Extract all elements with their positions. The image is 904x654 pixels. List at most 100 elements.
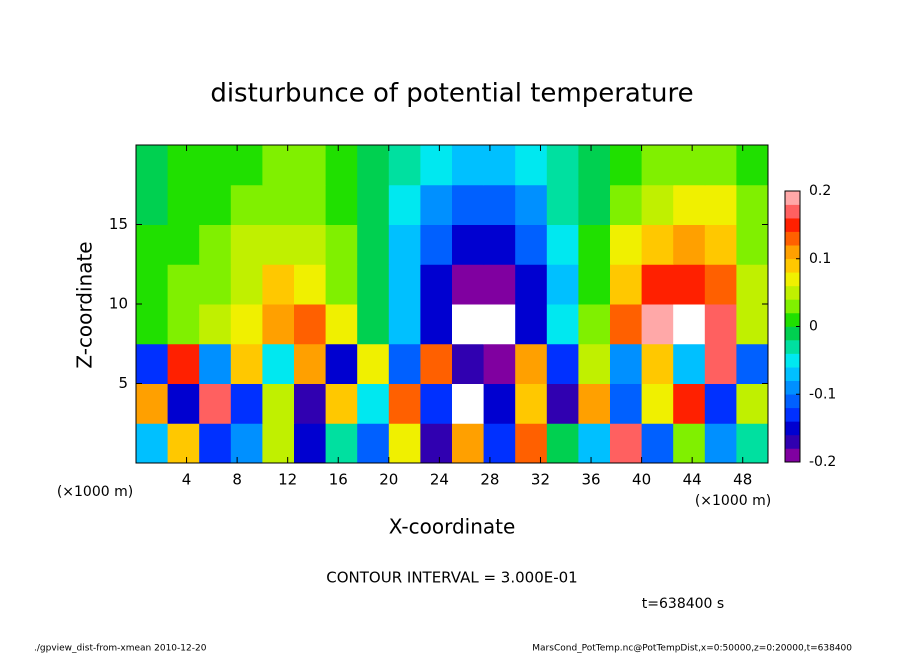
x-tick-label: 12 <box>278 471 297 489</box>
y-tick-label: 15 <box>109 215 128 233</box>
heat-cell <box>610 343 643 384</box>
heat-cell <box>578 184 611 225</box>
heat-cell <box>420 423 453 464</box>
heat-cell <box>483 423 516 464</box>
heat-cell <box>515 224 548 265</box>
heat-cell <box>452 264 485 305</box>
x-tick-label: 32 <box>531 471 550 489</box>
heat-cell <box>483 383 516 424</box>
heat-cell <box>294 224 327 265</box>
x-tick-label: 28 <box>480 471 499 489</box>
heat-cell <box>136 264 169 305</box>
heat-cell <box>452 184 485 225</box>
heat-cell <box>294 304 327 345</box>
heat-cell <box>325 383 358 424</box>
heat-cell <box>452 145 485 186</box>
heat-cell <box>452 383 485 424</box>
heat-cell <box>325 224 358 265</box>
heat-cell <box>388 264 421 305</box>
heat-cell <box>452 343 485 384</box>
x-tick-label: 20 <box>379 471 398 489</box>
heat-cell <box>483 264 516 305</box>
heat-cell <box>357 184 390 225</box>
y-tick-label: 10 <box>109 295 128 313</box>
heat-cell <box>262 343 295 384</box>
x-tick-label: 48 <box>733 471 752 489</box>
heat-cell <box>673 184 706 225</box>
heat-cell <box>641 423 674 464</box>
heat-cell <box>420 383 453 424</box>
heat-cell <box>673 304 706 345</box>
heat-cell <box>325 343 358 384</box>
heat-cell <box>736 224 769 265</box>
heat-cell <box>294 264 327 305</box>
heat-cell <box>578 145 611 186</box>
heat-cell <box>704 383 737 424</box>
colorbar-segment <box>785 191 800 205</box>
heat-cell <box>388 224 421 265</box>
heat-cell <box>357 145 390 186</box>
colorbar-segment <box>785 231 800 246</box>
heat-cell <box>546 224 579 265</box>
x-tick-label: 36 <box>581 471 600 489</box>
heat-cell <box>325 304 358 345</box>
heat-cell <box>578 343 611 384</box>
heat-cell <box>357 224 390 265</box>
colorbar-tick-label: 0 <box>809 319 818 335</box>
heat-cell <box>673 145 706 186</box>
heat-cell <box>325 184 358 225</box>
heat-cell <box>578 224 611 265</box>
x-tick-label: 24 <box>430 471 449 489</box>
heat-cell <box>199 184 232 225</box>
heat-cell <box>199 383 232 424</box>
heat-cell <box>230 383 263 424</box>
heat-cell <box>610 224 643 265</box>
chart-title: disturbunce of potential temperature <box>210 79 693 109</box>
heat-cell <box>736 343 769 384</box>
colorbar-segment <box>785 421 800 436</box>
heat-cell <box>262 304 295 345</box>
heat-cell <box>483 304 516 345</box>
heat-cell <box>230 184 263 225</box>
heat-cell <box>357 423 390 464</box>
heat-cell <box>420 224 453 265</box>
x-tick-label: 16 <box>329 471 348 489</box>
heat-cell <box>736 423 769 464</box>
colorbar-segment <box>785 218 800 232</box>
heat-cell <box>167 423 200 464</box>
heat-cell <box>230 264 263 305</box>
colorbar-segment <box>785 380 800 395</box>
heat-cell <box>294 184 327 225</box>
heat-cell <box>294 343 327 384</box>
heat-cell <box>641 145 674 186</box>
colorbar-segment <box>785 353 800 368</box>
heat-cell <box>357 304 390 345</box>
heat-cell <box>515 184 548 225</box>
time-note: t=638400 s <box>642 596 724 612</box>
heat-cell <box>452 224 485 265</box>
colorbar-segment <box>785 367 800 381</box>
heat-cell <box>199 145 232 186</box>
heat-cell <box>167 184 200 225</box>
colorbar-segment <box>785 312 800 327</box>
colorbar-segment <box>785 204 800 219</box>
footer-left: ./gpview_dist-from-xmean 2010-12-20 <box>34 644 207 654</box>
heat-cell <box>483 343 516 384</box>
heat-cell <box>578 304 611 345</box>
heat-cell <box>388 184 421 225</box>
heat-cell <box>483 184 516 225</box>
heat-cell <box>515 383 548 424</box>
colorbar-tick-label: -0.2 <box>809 454 836 470</box>
heat-cell <box>673 423 706 464</box>
heat-cell <box>167 383 200 424</box>
heat-cell <box>546 343 579 384</box>
heat-cell <box>136 423 169 464</box>
x-tick-label: 44 <box>683 471 702 489</box>
heat-cell <box>294 383 327 424</box>
colorbar-tick-label: -0.1 <box>809 386 836 402</box>
heat-cell <box>673 343 706 384</box>
heat-cell <box>546 264 579 305</box>
heat-cell <box>546 304 579 345</box>
heat-cell <box>230 224 263 265</box>
